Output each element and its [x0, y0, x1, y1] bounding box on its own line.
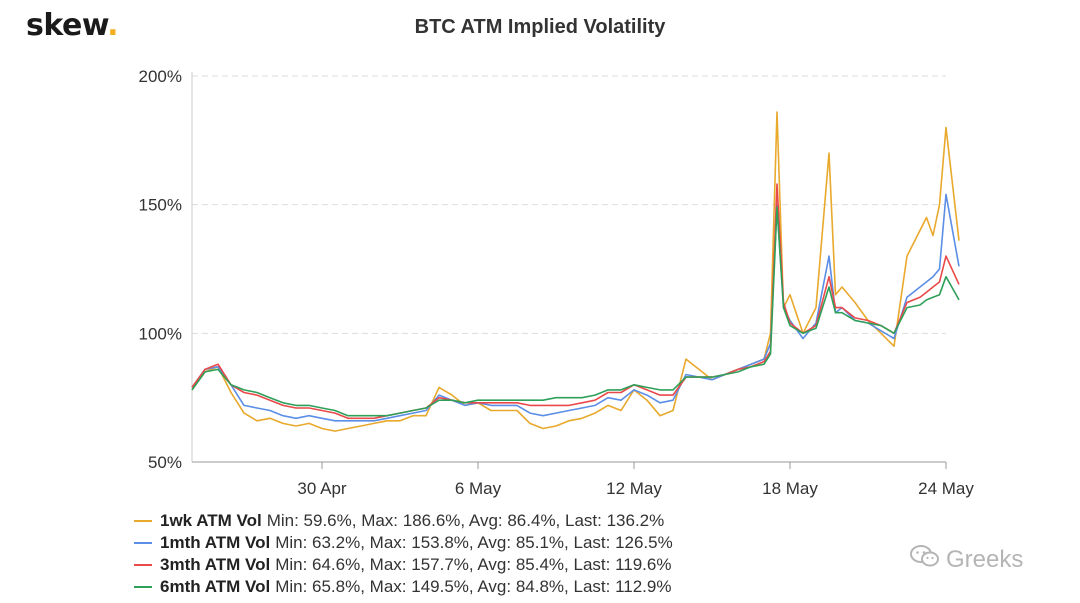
legend-swatch: [134, 564, 152, 566]
x-tick-label: 6 May: [455, 479, 502, 498]
legend-swatch: [134, 542, 152, 544]
legend-swatch: [134, 520, 152, 522]
legend-series-stats: Min: 59.6%, Max: 186.6%, Avg: 86.4%, Las…: [266, 511, 665, 530]
x-tick-label: 12 May: [606, 479, 662, 498]
y-tick-label: 200%: [139, 67, 182, 86]
watermark-text: Greeks: [946, 545, 1024, 573]
legend-series-name: 1wk ATM Vol: [160, 511, 262, 530]
y-tick-label: 150%: [139, 196, 182, 215]
x-tick-label: 30 Apr: [297, 479, 346, 498]
series-line-1mth: [191, 193, 960, 422]
legend-item[interactable]: 6mth ATM Vol Min: 65.8%, Max: 149.5%, Avg…: [134, 576, 673, 598]
series-line-6mth: [191, 206, 960, 417]
legend-series-name: 3mth ATM Vol: [160, 555, 271, 574]
legend-item[interactable]: 1wk ATM Vol Min: 59.6%, Max: 186.6%, Avg:…: [134, 510, 673, 532]
y-tick-label: 50%: [148, 453, 182, 472]
legend-series-name: 1mth ATM Vol: [160, 533, 271, 552]
legend-item[interactable]: 1mth ATM Vol Min: 63.2%, Max: 153.8%, Avg…: [134, 532, 673, 554]
series-line-3mth: [191, 183, 960, 420]
x-tick-label: 24 May: [918, 479, 974, 498]
skew-logo: skew.: [26, 8, 119, 43]
x-tick-label: 18 May: [762, 479, 818, 498]
wechat-icon: [910, 544, 940, 575]
chart-title: BTC ATM Implied Volatility: [414, 16, 666, 38]
series-line-1wk: [191, 111, 960, 432]
legend: 1wk ATM Vol Min: 59.6%, Max: 186.6%, Avg:…: [134, 510, 673, 598]
legend-series-stats: Min: 64.6%, Max: 157.7%, Avg: 85.4%, Las…: [275, 555, 672, 574]
legend-swatch: [134, 586, 152, 588]
legend-item[interactable]: 3mth ATM Vol Min: 64.6%, Max: 157.7%, Avg…: [134, 554, 673, 576]
legend-series-name: 6mth ATM Vol: [160, 577, 271, 596]
watermark: Greeks: [910, 544, 1023, 575]
legend-series-stats: Min: 65.8%, Max: 149.5%, Avg: 84.8%, Las…: [275, 577, 672, 596]
y-tick-label: 100%: [139, 324, 182, 343]
legend-series-stats: Min: 63.2%, Max: 153.8%, Avg: 85.1%, Las…: [275, 533, 673, 552]
